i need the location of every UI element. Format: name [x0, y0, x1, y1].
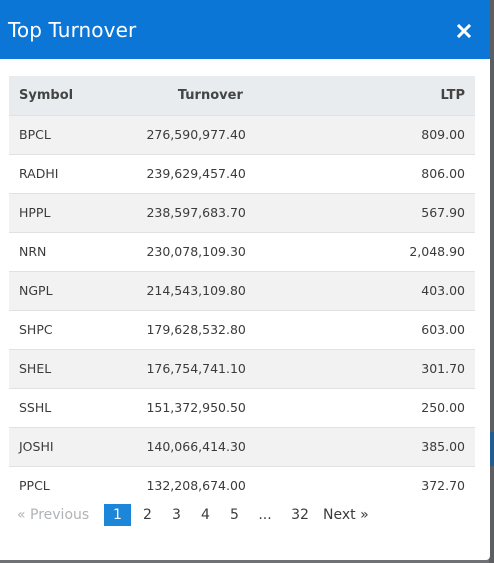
cell-ltp: 567.90	[386, 192, 475, 232]
cell-turnover: 230,078,109.30	[95, 231, 387, 271]
table-row: SHEL 176,754,741.10 301.70	[9, 348, 475, 388]
cell-ltp: 250.00	[386, 387, 475, 427]
cell-ltp: 806.00	[386, 153, 475, 193]
cell-turnover: 238,597,683.70	[95, 192, 387, 232]
cell-ltp: 2,048.90	[386, 231, 475, 271]
cell-symbol: SSHL	[9, 387, 96, 427]
pagination: « Previous 1 2 3 4 5 ... 32 Next »	[12, 503, 375, 527]
cell-turnover: 176,754,741.10	[95, 348, 387, 388]
turnover-table: Symbol Turnover LTP BPCL 276,590,977.40 …	[9, 76, 475, 504]
table-row: HPPL 238,597,683.70 567.90	[9, 192, 475, 232]
page-link-3[interactable]: 3	[172, 507, 181, 523]
column-header-symbol: Symbol	[9, 76, 96, 115]
cell-turnover: 151,372,950.50	[95, 387, 387, 427]
cell-symbol: SHEL	[9, 348, 96, 388]
cell-symbol: NGPL	[9, 270, 96, 310]
table-header-row: Symbol Turnover LTP	[9, 76, 475, 115]
cell-symbol: BPCL	[9, 114, 96, 154]
cell-symbol: SHPC	[9, 309, 96, 349]
cell-turnover: 276,590,977.40	[95, 114, 387, 154]
cell-symbol: RADHI	[9, 153, 96, 193]
page-link-5[interactable]: 5	[230, 507, 239, 523]
table-row: SHPC 179,628,532.80 603.00	[9, 309, 475, 349]
cell-turnover: 214,543,109.80	[95, 270, 387, 310]
cell-ltp: 372.70	[386, 465, 475, 504]
cell-symbol: NRN	[9, 231, 96, 271]
close-icon	[457, 23, 471, 38]
page-link-4[interactable]: 4	[201, 507, 210, 523]
turnover-table-container: Symbol Turnover LTP BPCL 276,590,977.40 …	[9, 76, 475, 504]
pagination-ellipsis: ...	[258, 507, 272, 523]
backdrop-highlight	[489, 432, 494, 466]
cell-symbol: PPCL	[9, 465, 96, 504]
table-row: RADHI 239,629,457.40 806.00	[9, 153, 475, 193]
cell-ltp: 385.00	[386, 426, 475, 466]
table-row: NRN 230,078,109.30 2,048.90	[9, 231, 475, 271]
modal-title: Top Turnover	[8, 17, 137, 42]
table-row: BPCL 276,590,977.40 809.00	[9, 114, 475, 154]
table-row: JOSHI 140,066,414.30 385.00	[9, 426, 475, 466]
cell-ltp: 301.70	[386, 348, 475, 388]
table-row: NGPL 214,543,109.80 403.00	[9, 270, 475, 310]
cell-ltp: 809.00	[386, 114, 475, 154]
backdrop-edge	[489, 0, 494, 563]
cell-turnover: 179,628,532.80	[95, 309, 387, 349]
modal-header: Top Turnover	[0, 0, 490, 59]
next-page-link[interactable]: Next »	[323, 507, 369, 523]
previous-page-link[interactable]: « Previous	[17, 507, 90, 523]
column-header-turnover: Turnover	[95, 76, 387, 115]
page-link-1[interactable]: 1	[104, 504, 131, 526]
page-link-32[interactable]: 32	[291, 507, 309, 523]
cell-turnover: 132,208,674.00	[95, 465, 387, 504]
page-link-2[interactable]: 2	[143, 507, 152, 523]
column-header-ltp: LTP	[386, 76, 475, 115]
cell-symbol: HPPL	[9, 192, 96, 232]
cell-symbol: JOSHI	[9, 426, 96, 466]
cell-turnover: 239,629,457.40	[95, 153, 387, 193]
cell-ltp: 403.00	[386, 270, 475, 310]
cell-ltp: 603.00	[386, 309, 475, 349]
cell-turnover: 140,066,414.30	[95, 426, 387, 466]
close-button[interactable]	[452, 19, 476, 43]
table-row: PPCL 132,208,674.00 372.70	[9, 465, 475, 504]
table-row: SSHL 151,372,950.50 250.00	[9, 387, 475, 427]
